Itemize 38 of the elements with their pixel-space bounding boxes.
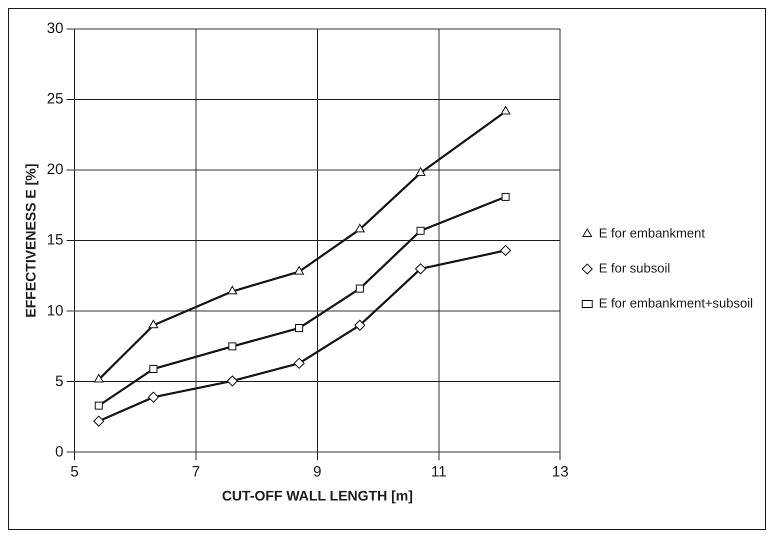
y-tick-label: 10 — [46, 302, 64, 320]
legend-label: E for subsoil — [598, 260, 670, 276]
point — [415, 263, 426, 274]
x-axis-title: CUT-OFF WALL LENGTH [m] — [222, 487, 413, 504]
point — [294, 358, 305, 369]
point — [94, 402, 103, 410]
point — [93, 416, 104, 427]
point — [416, 167, 426, 176]
y-tick-label: 5 — [55, 372, 64, 390]
point — [295, 324, 304, 332]
y-tick-label: 20 — [46, 161, 64, 178]
point — [416, 226, 425, 235]
y-tick-label: 0 — [55, 443, 64, 460]
point — [228, 286, 238, 294]
x-tick-label: 11 — [431, 463, 447, 480]
point — [502, 192, 510, 201]
point — [148, 320, 158, 328]
point — [149, 364, 158, 374]
point — [500, 244, 512, 256]
point — [226, 375, 238, 386]
point — [354, 320, 366, 331]
legend-label: E for embankment+subsoil — [598, 296, 754, 311]
y-tick-label: 25 — [46, 90, 64, 108]
point — [228, 342, 236, 350]
y-tick-label: 15 — [46, 232, 64, 249]
x-tick-label: 7 — [192, 463, 200, 480]
point — [94, 374, 104, 383]
x-tick-label: 9 — [313, 463, 322, 480]
point — [294, 266, 304, 275]
point — [355, 224, 365, 232]
y-tick-label: 30 — [46, 20, 64, 38]
legend-label: E for embankment — [598, 226, 706, 241]
x-tick-label: 13 — [552, 463, 569, 480]
point — [356, 284, 364, 293]
x-tick-label: 5 — [70, 463, 79, 480]
point — [148, 392, 159, 403]
point — [500, 106, 510, 115]
y-axis-title: EFFECTIVENESS E [%] — [22, 164, 38, 318]
